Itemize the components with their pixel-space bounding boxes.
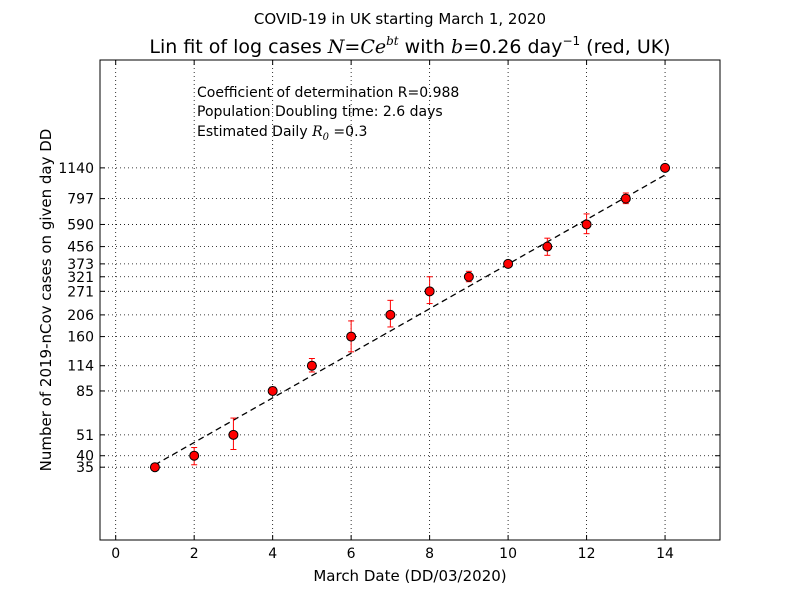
data-points	[149, 162, 671, 473]
y-tick-label: 85	[76, 384, 94, 400]
x-tick-label: 4	[268, 546, 277, 562]
x-tick-label: 8	[425, 546, 434, 562]
annotations: Coefficient of determination R=0.988 Pop…	[197, 85, 459, 143]
annotation-r2: Coefficient of determination R=0.988	[197, 85, 459, 101]
x-axis-label: March Date (DD/03/2020)	[313, 567, 506, 585]
x-tick-label: 2	[190, 546, 199, 562]
data-point	[267, 385, 278, 396]
fit-line-segment	[154, 174, 666, 466]
y-tick-label: 51	[76, 428, 94, 444]
y-tick-label: 114	[67, 359, 94, 375]
data-point	[385, 309, 396, 320]
y-tick-label: 1140	[58, 161, 94, 177]
y-tick-label: 456	[67, 240, 94, 256]
data-point	[228, 429, 239, 440]
y-tick-label: 160	[67, 330, 94, 346]
y-tick-label: 797	[67, 192, 94, 208]
x-tick-label: 14	[656, 546, 674, 562]
y-tick-label: 206	[67, 308, 94, 324]
y-axis-label: Number of 2019-nCov cases on given day D…	[37, 129, 55, 472]
grid-lines	[100, 60, 720, 540]
data-point	[503, 258, 514, 269]
data-point	[424, 286, 435, 297]
x-tick-label: 0	[111, 546, 120, 562]
y-tick-label: 321	[67, 270, 94, 286]
data-point	[463, 271, 474, 282]
annotation-r0: Estimated Daily R0 =0.3	[197, 124, 367, 143]
y-tick-label: 40	[76, 449, 94, 465]
x-tick-label: 12	[578, 546, 596, 562]
x-tick-label: 6	[347, 546, 356, 562]
x-axis-ticks: 0 2 4 6 8 10 12 14	[111, 60, 674, 562]
data-point	[660, 162, 671, 173]
plot-frame	[99, 59, 721, 541]
y-tick-label: 590	[67, 217, 94, 233]
y-tick-label: 373	[67, 257, 94, 273]
y-tick-label: 271	[67, 284, 94, 300]
chart-suptitle: COVID-19 in UK starting March 1, 2020	[254, 10, 546, 28]
data-point	[306, 360, 317, 371]
data-point	[149, 462, 160, 473]
y-tick-label: 35	[76, 460, 94, 476]
fit-line	[154, 174, 666, 466]
x-tick-label: 10	[499, 546, 517, 562]
data-point	[346, 331, 357, 342]
data-point	[542, 241, 553, 252]
data-point	[581, 219, 592, 230]
data-point	[620, 193, 631, 204]
annotation-doubling: Population Doubling time: 2.6 days	[197, 104, 443, 120]
chart-title: Lin fit of log cases N=Cebt with b=0.26 …	[149, 34, 670, 58]
data-point	[189, 450, 200, 461]
